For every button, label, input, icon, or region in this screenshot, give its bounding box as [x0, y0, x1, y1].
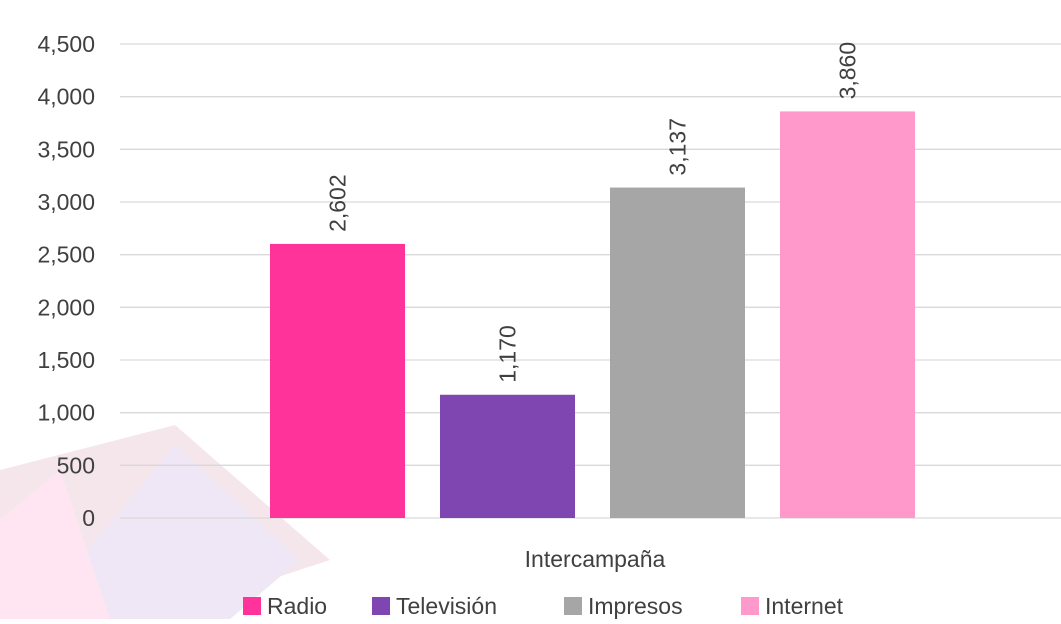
- data-label-radio: 2,602: [325, 174, 351, 232]
- y-tick-label: 3,000: [37, 189, 95, 215]
- y-axis-ticks: 0 500 1,000 1,500 2,000 2,500 3,000 3,500 4,000 4…: [37, 31, 95, 531]
- y-tick-label: 500: [57, 452, 95, 478]
- data-labels: 2,602 1,170 3,137 3,860: [325, 42, 861, 383]
- y-tick-label: 3,500: [37, 136, 95, 162]
- y-tick-label: 4,500: [37, 31, 95, 57]
- bar-radio: [270, 243, 405, 518]
- legend-swatch-internet: [741, 597, 759, 615]
- legend-label-televisión: Televisión: [396, 593, 497, 619]
- y-tick-label: 2,000: [37, 294, 95, 320]
- gridlines: [120, 43, 1061, 519]
- data-label-televisión: 1,170: [495, 325, 521, 383]
- bar-televisión: [440, 394, 575, 518]
- legend-swatch-impresos: [564, 597, 582, 615]
- legend-label-internet: Internet: [765, 593, 844, 619]
- data-label-impresos: 3,137: [665, 118, 691, 176]
- y-tick-label: 0: [82, 505, 95, 531]
- bars: [270, 111, 915, 518]
- legend-swatch-radio: [243, 597, 261, 615]
- legend-label-radio: Radio: [267, 593, 327, 619]
- watermark-logo: [0, 425, 330, 619]
- y-tick-label: 1,500: [37, 347, 95, 373]
- bar-internet: [780, 111, 915, 518]
- y-tick-label: 4,000: [37, 84, 95, 110]
- data-label-internet: 3,860: [835, 42, 861, 100]
- legend-label-impresos: Impresos: [588, 593, 683, 619]
- y-tick-label: 1,000: [37, 400, 95, 426]
- bar-impresos: [610, 187, 745, 518]
- legend: Radio Televisión Impresos Internet: [243, 593, 844, 619]
- y-tick-label: 2,500: [37, 242, 95, 268]
- x-axis-category-label: Intercampaña: [525, 546, 666, 572]
- legend-swatch-televisión: [372, 597, 390, 615]
